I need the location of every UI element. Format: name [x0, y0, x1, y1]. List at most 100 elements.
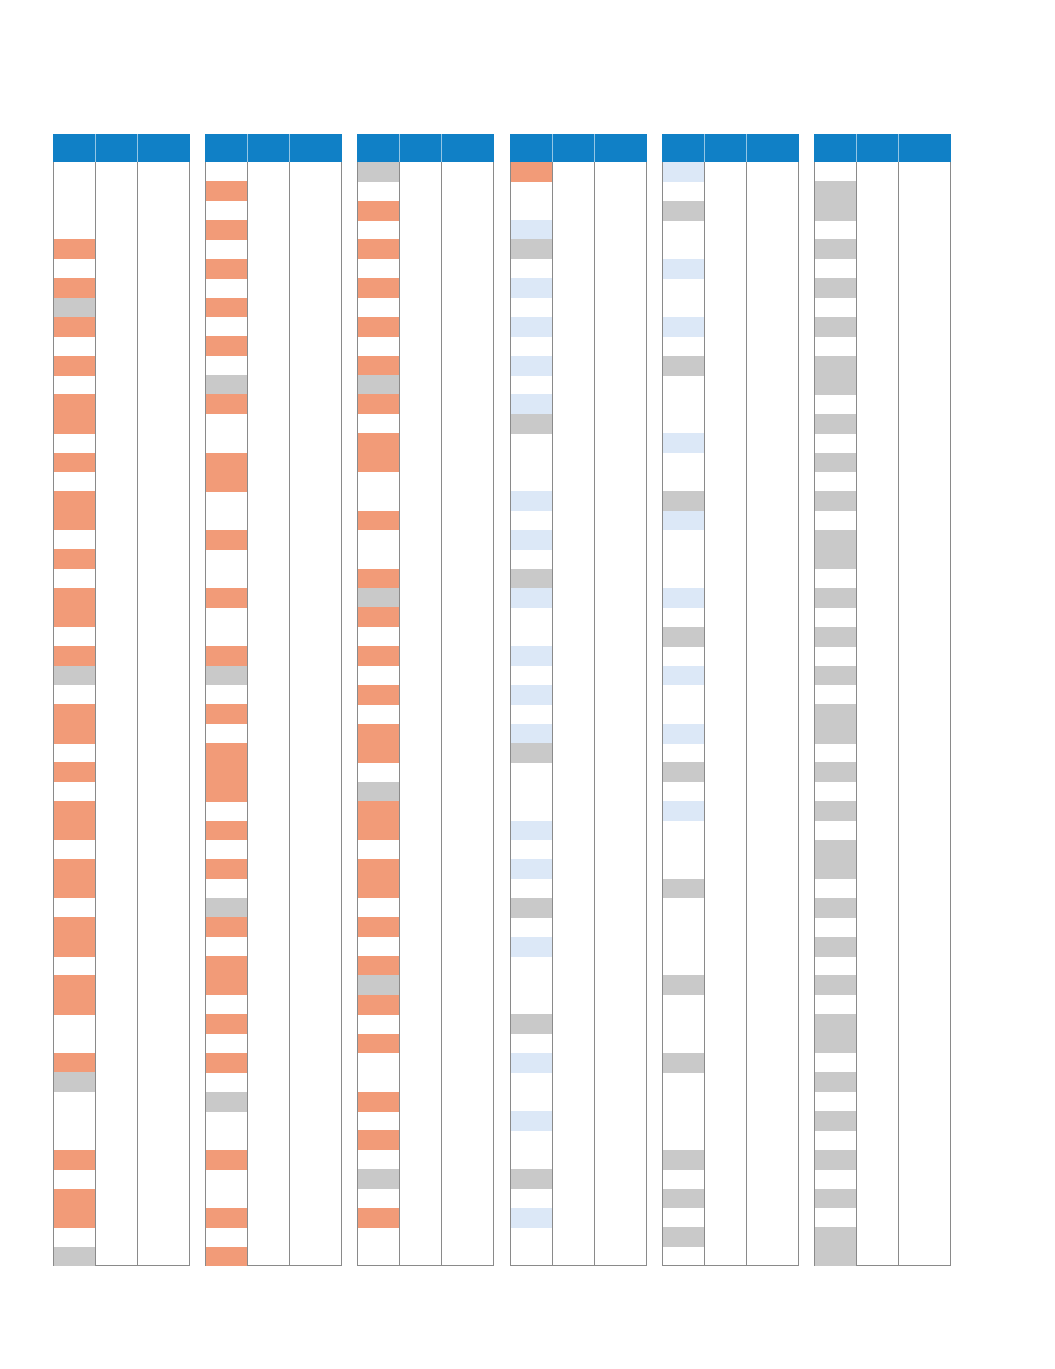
table-row-cell: [511, 355, 552, 376]
table-row-cell: [815, 316, 856, 337]
table-row-cell: [358, 684, 399, 705]
table-row-cell: [206, 375, 247, 395]
table-row-cell: [206, 588, 247, 608]
column-divider: [746, 162, 747, 1265]
header-divider: [746, 134, 747, 162]
column-divider: [137, 162, 138, 1265]
table-row-cell: [358, 1033, 399, 1054]
table-row-cell: [54, 1246, 95, 1267]
table-row-cell: [358, 820, 399, 841]
table-row-cell: [663, 878, 704, 899]
table-row-cell: [358, 239, 399, 260]
column-divider: [856, 162, 857, 1265]
table-row-cell: [511, 568, 552, 589]
table-row-cell: [815, 530, 856, 550]
table-row-cell: [511, 743, 552, 763]
table-row-cell: [54, 278, 95, 299]
table-row-cell: [358, 956, 399, 976]
header-divider: [247, 134, 248, 162]
column-divider: [704, 162, 705, 1265]
table-row-cell: [54, 413, 95, 434]
table-row-cell: [54, 394, 95, 415]
table-row-cell: [815, 704, 856, 725]
table-row-cell: [663, 588, 704, 608]
table-row-cell: [206, 956, 247, 976]
table-row-cell: [663, 762, 704, 783]
column-divider: [399, 162, 400, 1265]
table-row-cell: [206, 530, 247, 550]
table-row-cell: [663, 975, 704, 996]
table-row-cell: [663, 1227, 704, 1248]
header-divider: [552, 134, 553, 162]
table-row-cell: [815, 375, 856, 395]
header-divider: [898, 134, 899, 162]
table-4: [510, 134, 647, 1266]
table-row-cell: [663, 200, 704, 221]
table-row-cell: [663, 801, 704, 822]
table-row-cell: [815, 413, 856, 434]
table-row-cell: [206, 859, 247, 880]
table-row-cell: [358, 316, 399, 337]
table-row-cell: [511, 278, 552, 299]
table-row-cell: [815, 452, 856, 473]
table-row-cell: [54, 665, 95, 686]
table-row-cell: [815, 1227, 856, 1248]
table-row-cell: [54, 878, 95, 899]
table-row-cell: [206, 665, 247, 686]
table-row-cell: [663, 433, 704, 454]
table-row-cell: [511, 316, 552, 337]
table-2: [205, 134, 342, 1267]
table-row-cell: [815, 200, 856, 221]
table-6: [814, 134, 951, 1267]
table-row-cell: [206, 258, 247, 279]
table-row-cell: [54, 549, 95, 570]
table-row-cell: [54, 917, 95, 938]
table-row-cell: [358, 646, 399, 667]
table-row-cell: [815, 1246, 856, 1267]
table-row-cell: [206, 1207, 247, 1228]
table-row-cell: [815, 723, 856, 744]
table-row-cell: [511, 723, 552, 744]
table-body: [205, 162, 342, 1267]
header-divider: [441, 134, 442, 162]
table-row-cell: [815, 491, 856, 512]
table-row-cell: [511, 1207, 552, 1228]
header-divider: [95, 134, 96, 162]
table-row-cell: [206, 336, 247, 357]
table-row-cell: [358, 200, 399, 221]
table-row-cell: [663, 510, 704, 531]
table-row-cell: [206, 743, 247, 763]
table-row-cell: [358, 433, 399, 454]
table-row-cell: [206, 1014, 247, 1035]
table-row-cell: [815, 181, 856, 202]
table-row-cell: [206, 781, 247, 802]
table-row-cell: [54, 1207, 95, 1228]
table-row-cell: [358, 568, 399, 589]
header-divider: [856, 134, 857, 162]
table-row-cell: [206, 1052, 247, 1073]
table-body: [357, 162, 494, 1266]
table-row-cell: [663, 491, 704, 512]
table-row-cell: [206, 762, 247, 783]
table-row-cell: [358, 278, 399, 299]
table-row-cell: [54, 491, 95, 512]
table-row-cell: [663, 316, 704, 337]
table-row-cell: [815, 898, 856, 918]
table-row-cell: [815, 549, 856, 570]
table-row-cell: [511, 1169, 552, 1190]
table-row-cell: [815, 665, 856, 686]
table-row-cell: [815, 1033, 856, 1054]
table-row-cell: [815, 1188, 856, 1209]
table-row-cell: [358, 588, 399, 608]
table-row-cell: [815, 975, 856, 996]
table-row-cell: [815, 239, 856, 260]
header-divider: [399, 134, 400, 162]
table-row-cell: [54, 704, 95, 725]
table-row-cell: [54, 820, 95, 841]
table-row-cell: [358, 1091, 399, 1112]
table-1: [53, 134, 190, 1267]
table-row-cell: [815, 839, 856, 860]
table-row-cell: [815, 278, 856, 299]
table-row-cell: [54, 801, 95, 822]
table-row-cell: [54, 355, 95, 376]
